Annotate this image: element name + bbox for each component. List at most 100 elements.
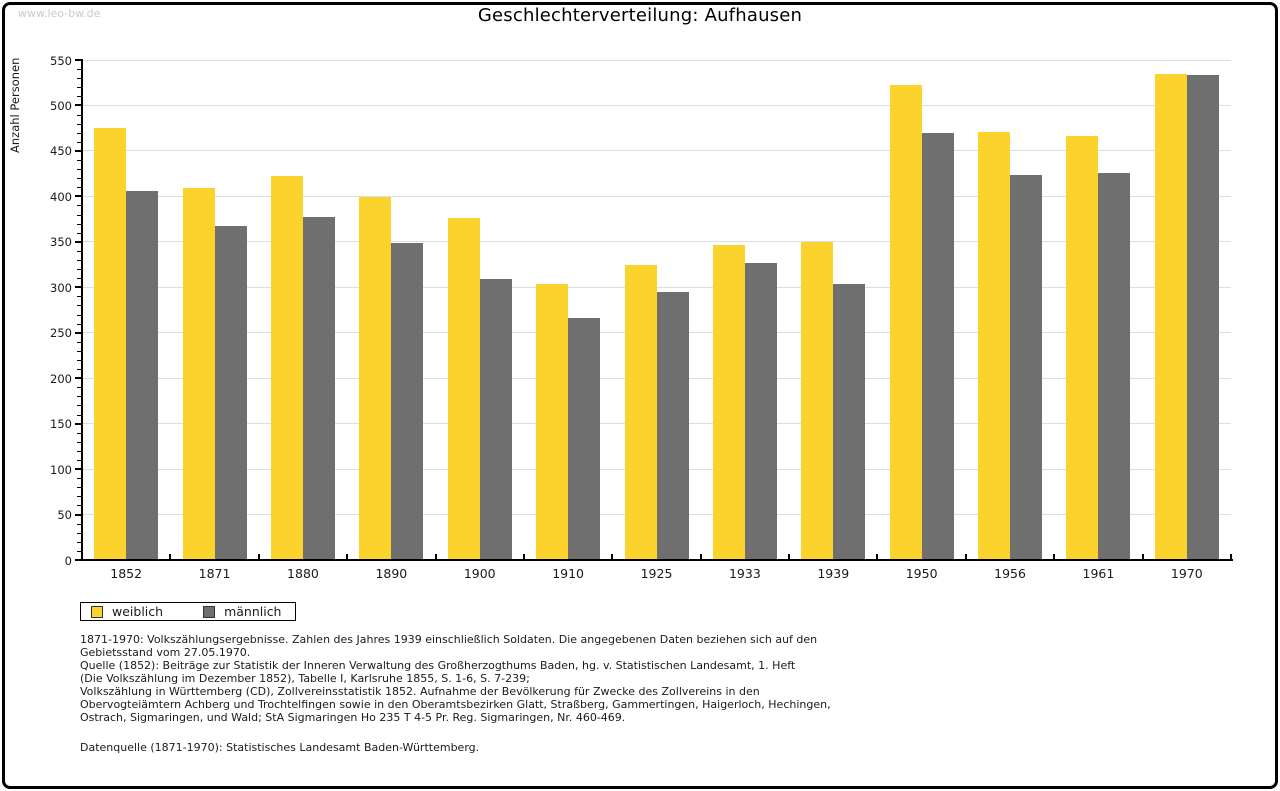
legend-item-weiblich: weiblich <box>91 604 163 619</box>
bar-maennlich-1871 <box>214 226 247 560</box>
y-minor-tick-410 <box>77 187 82 189</box>
y-minor-tick-60 <box>77 505 82 507</box>
gridline-500 <box>82 104 1231 106</box>
y-minor-tick-520 <box>77 87 82 89</box>
x-boundary-tick-13 <box>1230 554 1232 560</box>
bar-weiblich-1939 <box>801 241 834 560</box>
bar-weiblich-1950 <box>889 84 922 560</box>
y-tick-label-300: 300 <box>50 280 72 295</box>
y-major-tick-200 <box>75 377 82 380</box>
y-major-tick-100 <box>75 468 82 471</box>
y-minor-tick-230 <box>77 350 82 352</box>
y-minor-tick-140 <box>77 432 82 434</box>
y-major-tick-350 <box>75 240 82 243</box>
y-minor-tick-240 <box>77 341 82 343</box>
x-boundary-tick-10 <box>964 554 967 560</box>
bar-maennlich-1961 <box>1098 172 1131 560</box>
y-minor-tick-90 <box>77 478 82 480</box>
legend: weiblich männlich <box>80 602 297 621</box>
y-minor-tick-170 <box>77 405 82 407</box>
y-tick-label-100: 100 <box>50 462 72 477</box>
y-minor-tick-280 <box>77 305 82 307</box>
x-tick-label-1933: 1933 <box>728 566 761 581</box>
y-major-tick-150 <box>75 422 82 425</box>
y-minor-tick-40 <box>77 523 82 525</box>
bar-maennlich-1852 <box>126 190 159 560</box>
legend-label-weiblich: weiblich <box>112 604 164 619</box>
bar-weiblich-1852 <box>94 128 127 560</box>
legend-swatch-maennlich <box>203 605 216 618</box>
legend-swatch-weiblich <box>91 605 103 618</box>
y-minor-tick-220 <box>77 360 82 361</box>
bar-maennlich-1950 <box>921 132 954 560</box>
x-boundary-tick-9 <box>876 554 879 560</box>
datasource-line: Datenquelle (1871-1970): Statistisches L… <box>80 741 480 754</box>
y-tick-label-0: 0 <box>64 553 72 568</box>
y-minor-tick-420 <box>77 178 82 180</box>
y-minor-tick-540 <box>77 69 82 71</box>
y-minor-tick-270 <box>77 314 82 316</box>
bar-weiblich-1910 <box>536 283 569 560</box>
y-major-tick-550 <box>75 59 82 61</box>
gridline-550 <box>82 59 1231 61</box>
y-minor-tick-130 <box>77 441 82 443</box>
y-minor-tick-290 <box>77 296 82 298</box>
footnote-line-1: 1871-1970: Volkszählungsergebnisse. Zahl… <box>80 633 818 646</box>
bar-weiblich-1871 <box>182 188 215 560</box>
y-minor-tick-340 <box>77 250 82 252</box>
y-minor-tick-360 <box>77 232 82 234</box>
x-boundary-tick-3 <box>346 554 349 560</box>
bar-maennlich-1933 <box>744 262 777 560</box>
footnote-line-2: Gebietsstand vom 27.05.1970. <box>80 646 251 659</box>
y-minor-tick-370 <box>77 223 82 225</box>
footnotes: 1871-1970: Volkszählungsergebnisse. Zahl… <box>80 633 831 724</box>
bar-maennlich-1925 <box>656 291 689 560</box>
chart-title: Geschlechterverteilung: Aufhausen <box>477 5 803 26</box>
bar-maennlich-1890 <box>391 242 424 560</box>
y-minor-tick-10 <box>77 550 82 552</box>
x-tick-label-1956: 1956 <box>994 566 1026 581</box>
x-tick-label-1961: 1961 <box>1082 566 1115 581</box>
x-boundary-tick-6 <box>611 554 614 560</box>
y-minor-tick-330 <box>77 260 82 261</box>
bar-weiblich-1961 <box>1066 136 1099 560</box>
x-tick-label-1900: 1900 <box>463 566 496 581</box>
x-axis-line <box>81 559 1233 561</box>
bar-weiblich-1880 <box>270 176 303 560</box>
x-boundary-tick-4 <box>434 554 437 560</box>
x-boundary-tick-2 <box>257 554 260 560</box>
footnote-line-5: Volkszählung in Württemberg (CD), Zollve… <box>80 685 760 698</box>
x-tick-label-1852: 1852 <box>110 566 143 581</box>
bar-maennlich-1880 <box>302 217 335 560</box>
x-tick-label-1880: 1880 <box>287 566 319 581</box>
y-minor-tick-310 <box>77 278 82 280</box>
legend-item-maennlich: männlich <box>203 604 281 619</box>
y-minor-tick-440 <box>77 160 82 161</box>
y-minor-tick-180 <box>77 396 82 398</box>
y-minor-tick-470 <box>77 132 82 134</box>
bar-weiblich-1925 <box>624 264 657 560</box>
y-minor-tick-530 <box>77 78 82 80</box>
x-boundary-tick-12 <box>1141 554 1144 560</box>
bar-maennlich-1939 <box>833 283 866 560</box>
y-minor-tick-70 <box>77 496 82 498</box>
y-major-tick-50 <box>75 513 82 516</box>
gridline-450 <box>82 150 1231 152</box>
y-tick-label-500: 500 <box>50 98 72 113</box>
y-tick-label-450: 450 <box>50 144 72 159</box>
x-tick-label-1890: 1890 <box>375 566 408 581</box>
y-major-tick-450 <box>75 149 82 152</box>
y-minor-tick-320 <box>77 269 82 271</box>
y-minor-tick-160 <box>77 414 82 416</box>
bar-maennlich-1910 <box>568 318 601 560</box>
y-minor-tick-30 <box>77 532 82 534</box>
y-axis-title: Anzahl Personen <box>8 57 22 153</box>
y-major-tick-0 <box>75 559 82 561</box>
bar-maennlich-1900 <box>479 279 512 560</box>
bar-weiblich-1890 <box>359 197 392 560</box>
x-tick-label-1970: 1970 <box>1170 566 1203 581</box>
footnote-line-6: Obervogteiämtern Achberg und Trochtelfin… <box>80 698 831 711</box>
x-tick-label-1871: 1871 <box>198 566 231 581</box>
y-major-tick-300 <box>75 286 82 289</box>
x-tick-label-1910: 1910 <box>552 566 585 581</box>
